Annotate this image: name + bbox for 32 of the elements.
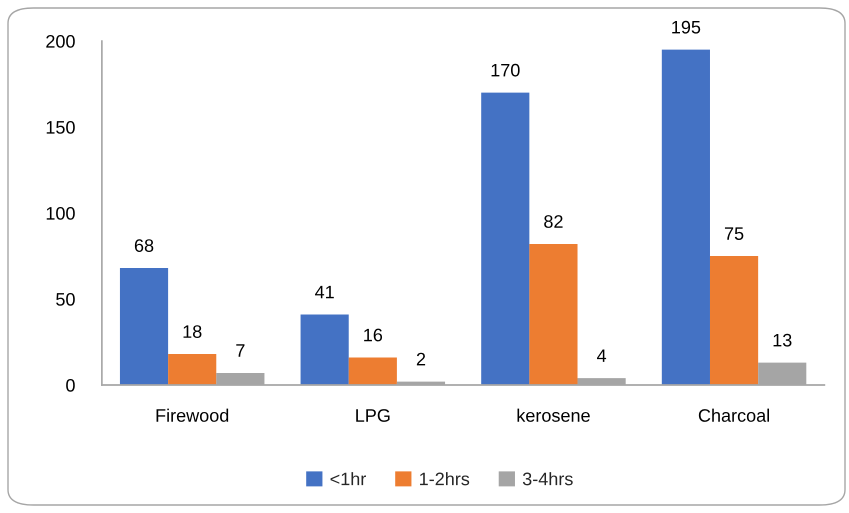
bar	[168, 354, 216, 386]
y-tick-label: 150	[46, 120, 75, 134]
legend-label: 1-2hrs	[420, 472, 470, 486]
legend-label: 3-4hrs	[522, 472, 573, 486]
bar	[529, 244, 578, 386]
data-label: 2	[416, 352, 426, 366]
data-label: 13	[774, 334, 792, 347]
data-label: 7	[236, 344, 244, 357]
bar	[481, 92, 530, 386]
data-label: 75	[724, 227, 744, 240]
y-tick-label: 0	[66, 378, 75, 392]
bar	[710, 256, 758, 386]
y-tick-label: 100	[46, 206, 75, 220]
legend-label: <1hr	[330, 472, 366, 486]
data-label: 41	[315, 286, 334, 298]
data-label: 18	[184, 325, 202, 338]
bar	[348, 357, 397, 386]
data-label: 4	[597, 349, 606, 362]
y-tick-label: 50	[56, 292, 75, 306]
x-tick-label: LPG	[356, 409, 390, 422]
y-tick-label: 200	[46, 34, 75, 48]
bar	[120, 268, 168, 386]
bar	[300, 314, 349, 386]
bar	[662, 50, 710, 386]
x-tick-label: Charcoal	[698, 408, 769, 422]
data-label: 170	[492, 64, 520, 77]
data-label: 16	[364, 328, 382, 342]
data-label: 82	[544, 215, 563, 228]
data-label: 195	[672, 20, 700, 34]
x-tick-label: kerosene	[518, 408, 590, 422]
x-tick-label: Firewood	[156, 408, 228, 422]
data-label: 68	[134, 239, 154, 252]
